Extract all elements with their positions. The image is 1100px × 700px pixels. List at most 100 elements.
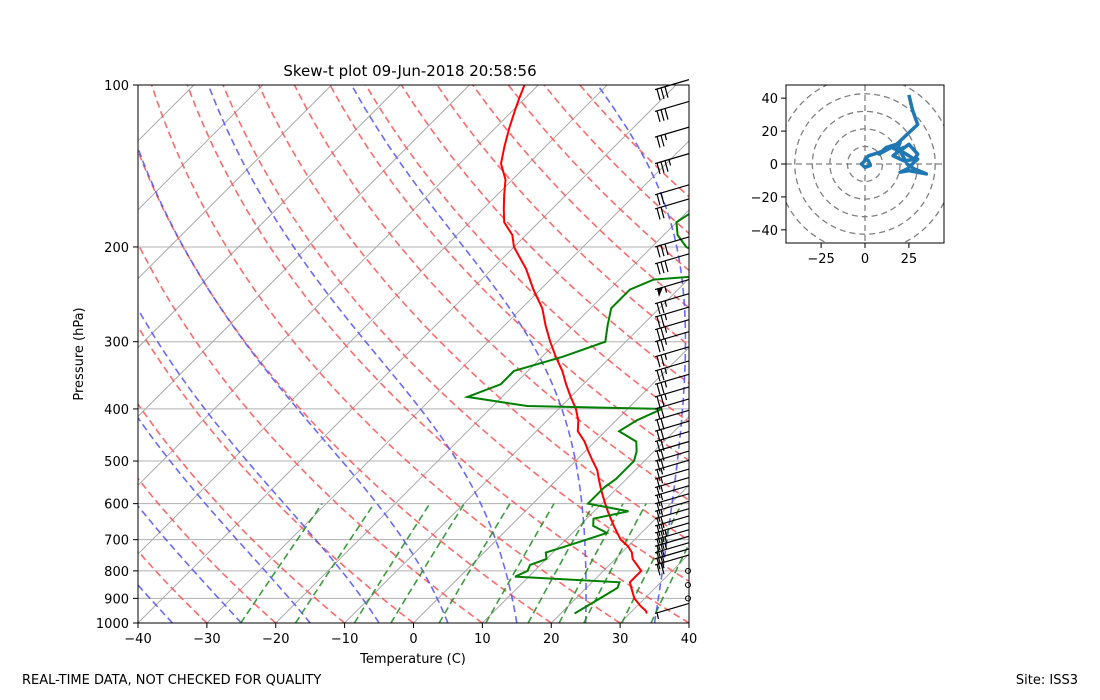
isotherm-line: [138, 85, 539, 487]
x-tick-label: 0: [409, 632, 417, 647]
x-tick-label: −40: [124, 632, 151, 647]
y-tick-label: 200: [104, 241, 129, 256]
dry-adiabat-line: [436, 85, 689, 347]
wind-barb: [654, 420, 690, 442]
mixing-ratio-line: [438, 503, 511, 623]
y-axis-label: Pressure (hPa): [72, 307, 87, 400]
isotherm-line: [138, 85, 470, 418]
y-axis-ticks: 1000 900 800 700 600 500 400 300 200 100: [96, 79, 138, 632]
wind-barb: [654, 508, 690, 530]
wind-barb: [654, 198, 690, 220]
x-tick-label: 20: [543, 632, 560, 647]
isotherm-line: [138, 85, 401, 349]
wind-barb: [654, 515, 690, 537]
dry-adiabat-line: [138, 402, 346, 623]
isotherm-line: [275, 209, 689, 623]
hodograph-y-tick-label: −40: [751, 224, 778, 239]
wind-barb: [654, 485, 690, 507]
dry-adiabat-line: [222, 85, 689, 583]
wind-barb: [654, 500, 690, 522]
hodograph-y-tick-label: −20: [751, 191, 778, 206]
x-tick-label: −20: [262, 632, 289, 647]
hodograph-x-tick-label: −25: [807, 252, 834, 267]
dry-adiabat-line: [543, 85, 689, 235]
quality-disclaimer: REAL-TIME DATA, NOT CHECKED FOR QUALITY: [22, 673, 322, 688]
mixing-ratio-line: [485, 503, 555, 623]
wind-barb: [654, 493, 690, 515]
dry-adiabat-line: [138, 148, 552, 623]
mixing-ratio-line: [390, 503, 466, 623]
wind-barb: [654, 79, 690, 101]
dry-adiabat-line: [257, 85, 689, 542]
temperature-line: [499, 85, 648, 614]
wind-barb: [654, 468, 690, 490]
x-tick-label: 30: [612, 632, 629, 647]
mixing-ratio-lines: [240, 503, 689, 623]
wind-barb: [654, 554, 690, 576]
wind-barb: [654, 548, 690, 570]
isotherm-line: [138, 85, 264, 211]
wind-barb: [654, 535, 690, 557]
y-tick-label: 100: [104, 79, 129, 94]
moist-adiabat-line: [597, 85, 687, 623]
dewpoint-line: [463, 212, 689, 615]
hodograph-ring: [794, 93, 936, 235]
dry-adiabat-line: [329, 85, 689, 462]
wind-barb: [685, 567, 691, 574]
wind-barb: [654, 542, 690, 564]
y-tick-label: 400: [104, 403, 129, 418]
wind-barb: [654, 398, 690, 420]
mixing-ratio-line: [650, 542, 689, 623]
isotherm-line: [206, 140, 689, 623]
wind-barb: [654, 306, 690, 328]
dry-adiabat-line: [293, 85, 689, 502]
skewt-panel: Skew-t plot 09-Jun-2018 20:58:56 −40 −30−…: [72, 62, 697, 667]
skewt-frame: [137, 84, 690, 624]
moist-adiabat-line: [138, 416, 311, 623]
hodograph-x-ticks: −25 0 25: [807, 243, 917, 267]
wind-barb: [654, 126, 690, 148]
dry-adiabat-line: [138, 325, 414, 623]
y-tick-label: 900: [104, 592, 129, 607]
mixing-ratio-line: [353, 503, 431, 623]
hodograph-y-ticks: 40 20 0 −20 −40: [751, 92, 786, 239]
wind-barb: [654, 440, 690, 463]
moist-adiabat-line: [207, 85, 518, 623]
wind-barb: [654, 293, 690, 315]
x-tick-label: 10: [474, 632, 491, 647]
wind-barb: [654, 236, 690, 258]
mixing-ratio-line: [558, 503, 624, 623]
mixing-ratio-line: [621, 503, 683, 623]
moist-adiabat-line: [138, 307, 380, 623]
wind-barb: [654, 253, 690, 275]
isotherm-line: [619, 553, 689, 623]
isotherm-grid: [138, 85, 689, 623]
y-tick-label: 600: [104, 498, 129, 513]
y-tick-label: 300: [104, 336, 129, 351]
wind-barb: [654, 450, 690, 472]
isotherm-line: [344, 277, 689, 623]
isotherm-line: [688, 622, 689, 623]
hodograph-y-tick-label: 0: [770, 158, 778, 173]
isotherm-line: [138, 85, 677, 623]
dry-adiabat-line: [138, 477, 277, 623]
wind-barb: [654, 386, 690, 408]
isobar-grid: [138, 85, 689, 623]
wind-barb: [654, 522, 690, 544]
moist-adiabats: [138, 85, 687, 623]
hodograph-x-tick-label: 25: [901, 252, 918, 267]
wind-barb: [654, 346, 690, 368]
mixing-ratio-line: [294, 503, 375, 623]
wind-barb: [654, 409, 690, 431]
y-tick-label: 800: [104, 565, 129, 580]
moist-adiabat-line: [138, 146, 449, 623]
dry-adiabat-line: [186, 85, 689, 623]
wind-barb: [654, 476, 690, 499]
x-tick-label: −30: [193, 632, 220, 647]
y-tick-label: 700: [104, 534, 129, 549]
wind-barb: [654, 278, 690, 297]
wind-barbs: [654, 79, 691, 620]
dry-adiabat-line: [507, 85, 689, 272]
wind-barb: [654, 529, 690, 551]
